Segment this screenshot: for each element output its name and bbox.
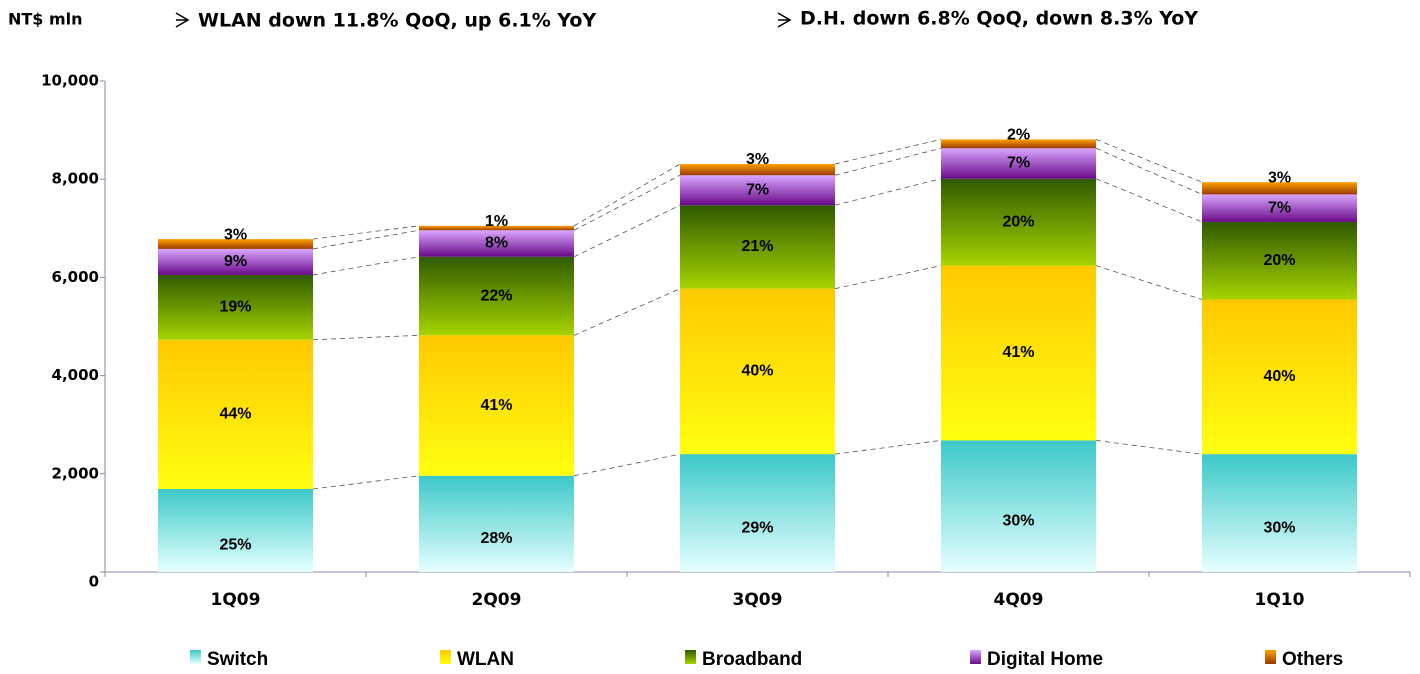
segment-label: 7%: [1007, 155, 1030, 172]
segment-label: 7%: [746, 181, 769, 198]
segment-label: 30%: [1263, 519, 1295, 536]
bullet: [777, 12, 792, 28]
bar-segment: [1202, 182, 1357, 195]
y-tick-label: 0: [89, 573, 99, 591]
annotation: D.H. down 6.8% QoQ, down 8.3% YoY: [800, 8, 1198, 30]
legend-swatch: [1265, 650, 1276, 664]
connector: [573, 288, 681, 336]
bar-segment: [158, 248, 313, 275]
x-tick-label: 4Q09: [994, 590, 1044, 610]
segment-label: 30%: [1002, 512, 1034, 529]
legend-label: Others: [1282, 649, 1343, 670]
bar-segment: [941, 139, 1096, 149]
legend-swatch: [970, 650, 981, 664]
bar-segment: [1202, 299, 1357, 455]
connector: [312, 475, 420, 490]
segment-label: 3%: [224, 226, 247, 243]
segment-label: 28%: [480, 530, 512, 547]
connector: [312, 225, 420, 240]
bar-segment: [680, 175, 835, 206]
legend-label: WLAN: [457, 649, 514, 670]
segment-label: 25%: [219, 537, 251, 554]
segment-label: 41%: [480, 397, 512, 414]
bar-segment: [419, 475, 574, 572]
bar-segment: [419, 335, 574, 476]
y-tick-label: 4,000: [52, 366, 99, 384]
connector: [1095, 265, 1203, 300]
legend-swatch: [685, 650, 696, 664]
segment-label: 29%: [741, 519, 773, 536]
bar-segment: [941, 440, 1096, 572]
segment-label: 8%: [485, 235, 508, 252]
x-tick-label: 1Q10: [1255, 590, 1305, 610]
segment-label: 1%: [485, 213, 508, 230]
connector: [573, 163, 681, 227]
connector: [834, 178, 942, 206]
segment-label: 40%: [741, 363, 773, 380]
segment-label: 7%: [1268, 199, 1291, 216]
connector: [834, 147, 942, 176]
segment-label: 20%: [1002, 213, 1034, 230]
bullet: [175, 12, 190, 28]
segment-label: 9%: [224, 253, 247, 270]
bar-segment: [680, 288, 835, 455]
segment-label: 3%: [1268, 169, 1291, 186]
bar-segment: [1202, 221, 1357, 300]
legend-swatch: [440, 650, 451, 664]
connector: [1095, 147, 1203, 195]
bar-segment: [680, 454, 835, 572]
segment-label: 19%: [219, 299, 251, 316]
connector: [312, 256, 420, 276]
connector: [834, 139, 942, 165]
segment-label: 22%: [480, 287, 512, 304]
y-tick-label: 8,000: [52, 170, 99, 188]
segment-label: 20%: [1263, 252, 1295, 269]
bar-segment: [1202, 454, 1357, 572]
connector: [312, 334, 420, 341]
segment-label: 41%: [1002, 344, 1034, 361]
connector: [834, 265, 942, 290]
segment-label: 21%: [741, 238, 773, 255]
y-tick-label: 6,000: [52, 268, 99, 286]
segment-label: 40%: [1263, 368, 1295, 385]
x-tick-label: 1Q09: [211, 590, 261, 610]
segment-label: 3%: [746, 151, 769, 168]
y-tick-label: 10,000: [41, 72, 99, 90]
bar-segment: [158, 274, 313, 340]
connector: [1095, 139, 1203, 183]
bar-segment: [1202, 194, 1357, 222]
legend-label: Broadband: [702, 649, 802, 670]
connector: [573, 204, 681, 258]
connector: [312, 229, 420, 250]
legend-swatch: [190, 650, 201, 664]
bar-segment: [680, 163, 835, 176]
connector: [834, 440, 942, 455]
annotation: WLAN down 11.8% QoQ, up 6.1% YoY: [198, 10, 596, 32]
segment-label: 44%: [219, 406, 251, 423]
bar-segment: [941, 178, 1096, 266]
bar-segment: [680, 205, 835, 289]
connector: [573, 174, 681, 231]
bar-segment: [419, 256, 574, 336]
bar-segment: [419, 225, 574, 231]
x-tick-label: 2Q09: [472, 590, 522, 610]
legend-label: Digital Home: [987, 649, 1103, 670]
legend-label: Switch: [207, 649, 268, 670]
bar-segment: [419, 230, 574, 257]
y-axis-unit: NT$ mln: [8, 10, 83, 29]
bar-segment: [158, 489, 313, 572]
bar-segment: [158, 239, 313, 249]
connector: [1095, 178, 1203, 223]
segment-label: 2%: [1007, 127, 1030, 144]
bar-segment: [941, 148, 1096, 179]
connector: [1095, 440, 1203, 455]
y-tick-label: 2,000: [52, 464, 99, 482]
bar-segment: [941, 265, 1096, 441]
connector: [573, 453, 681, 477]
bar-segment: [158, 339, 313, 490]
x-tick-label: 3Q09: [733, 590, 783, 610]
